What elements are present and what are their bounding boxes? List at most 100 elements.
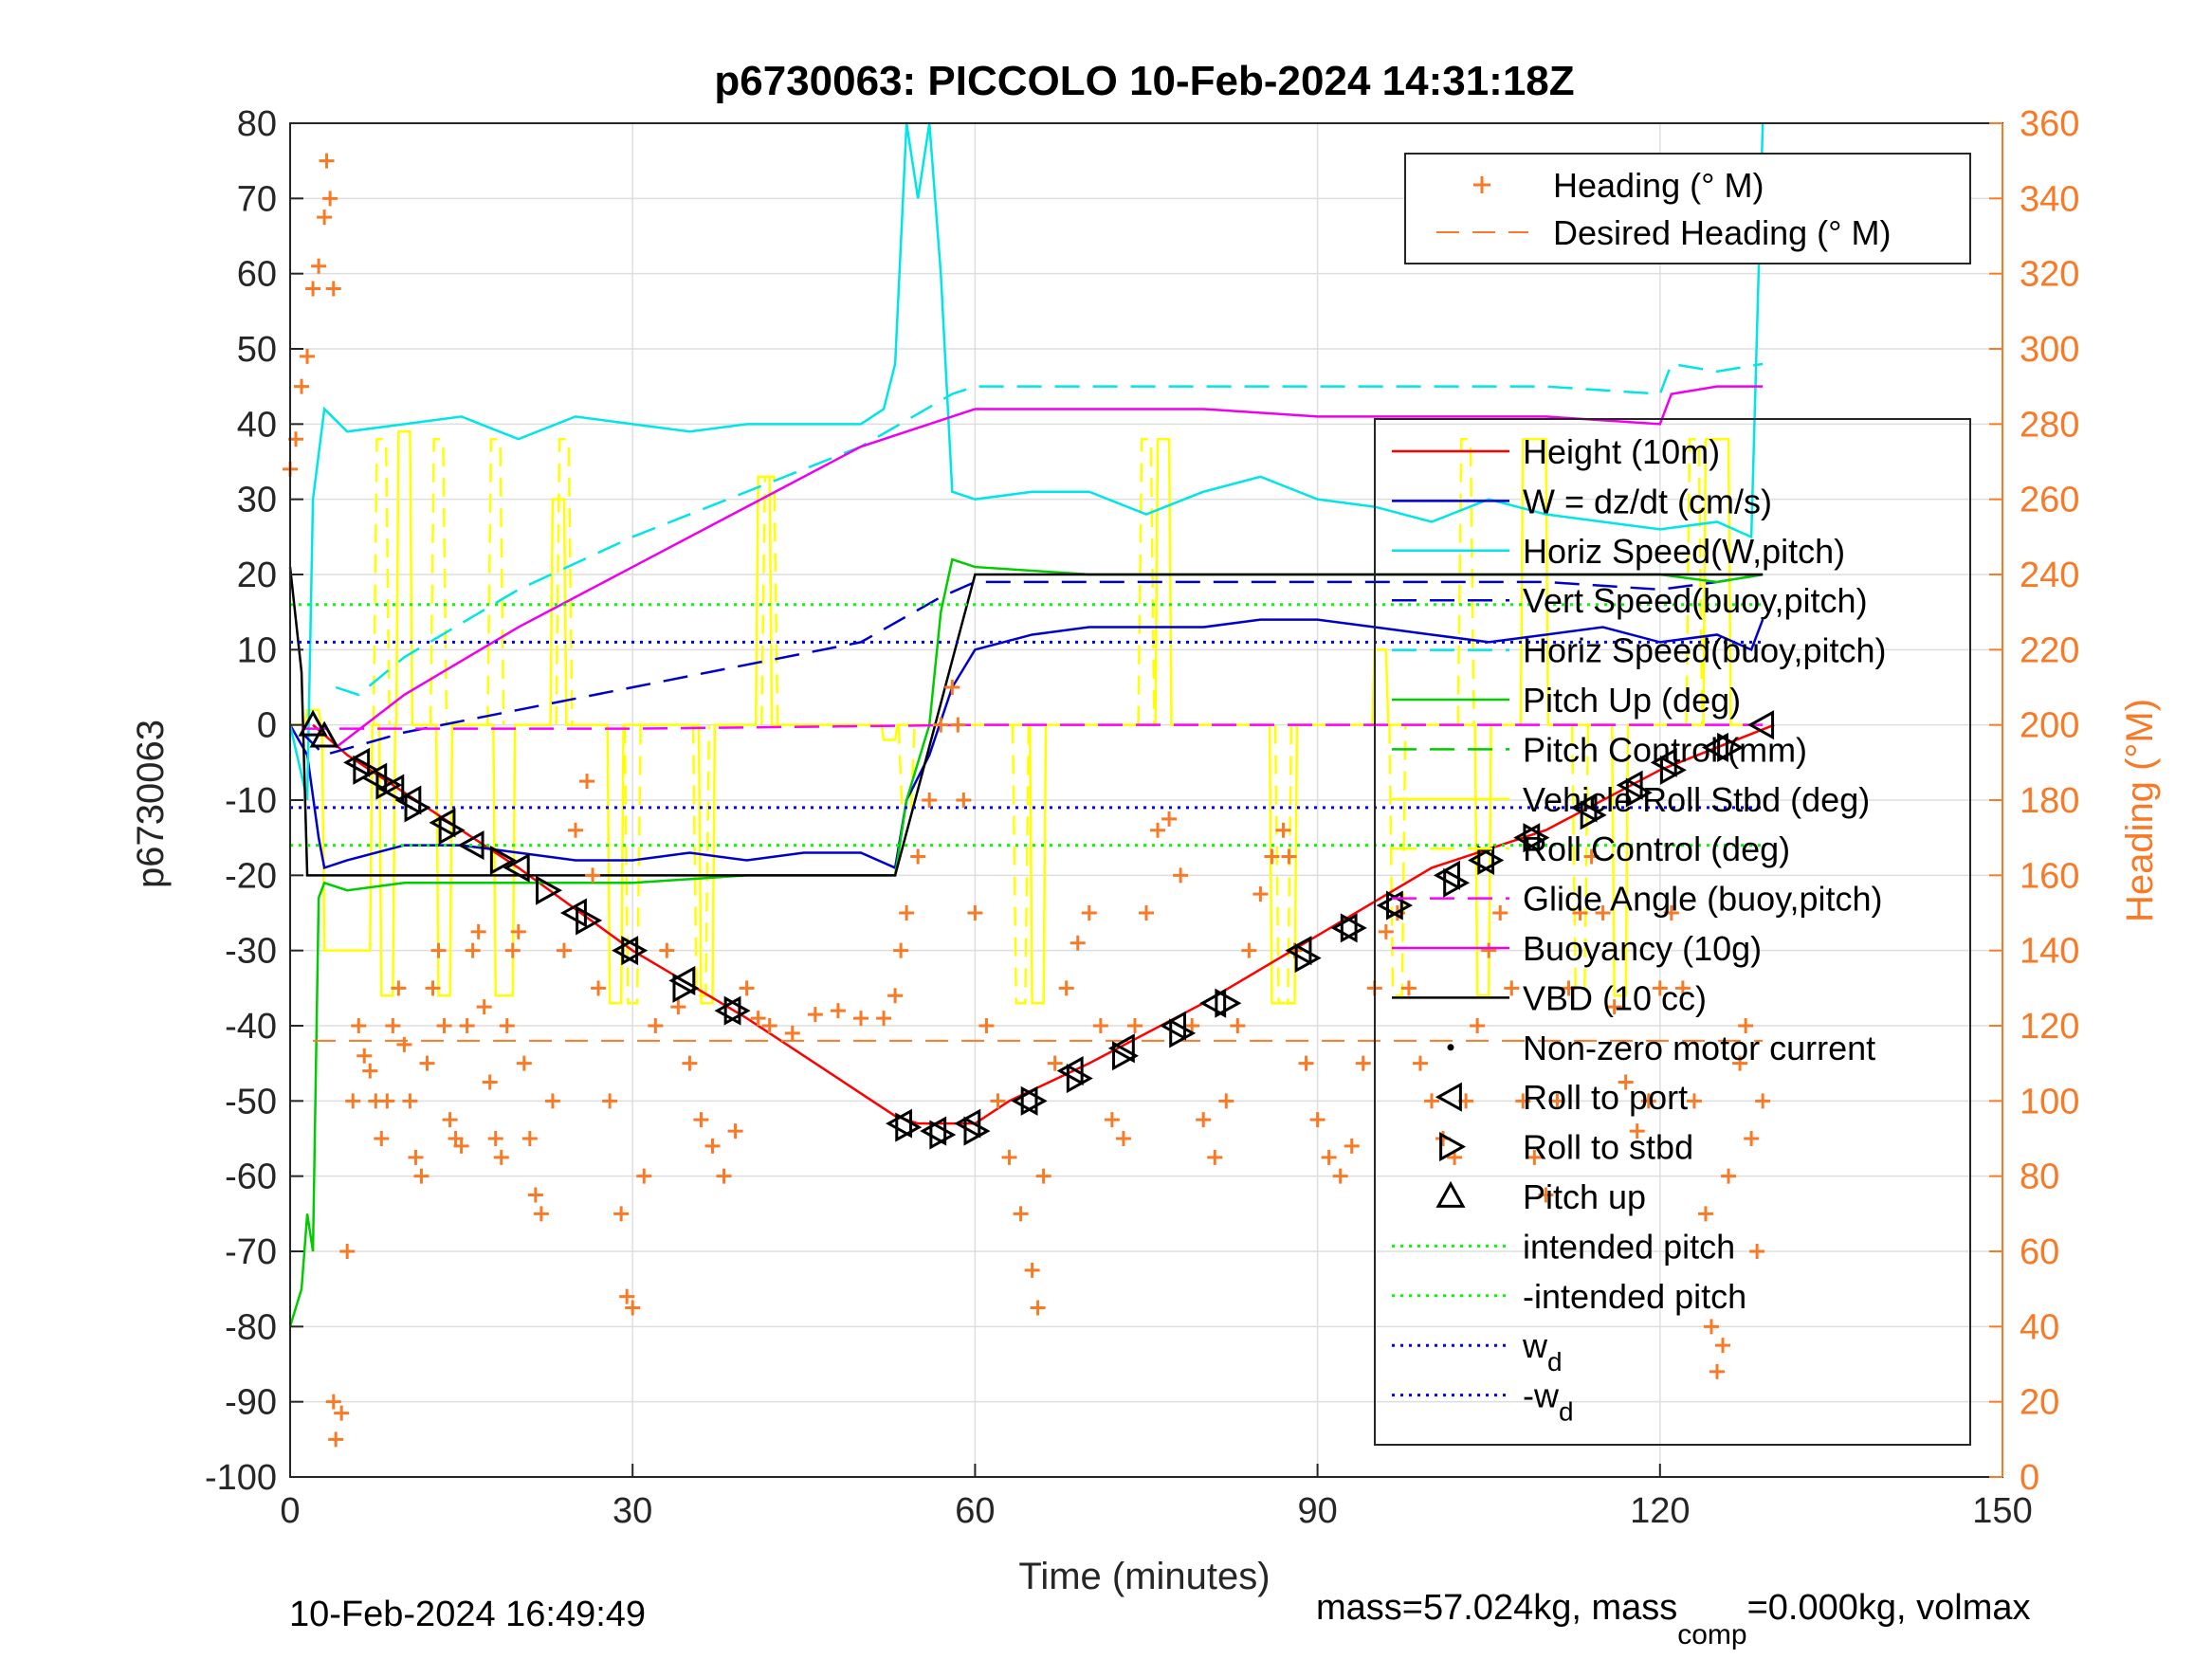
heading-marker xyxy=(1001,1149,1017,1165)
legend-roll-port-icon xyxy=(1435,1082,1462,1112)
heading-marker xyxy=(391,980,407,996)
y2-tick-label: 280 xyxy=(2020,405,2079,445)
heading-marker xyxy=(1281,848,1297,865)
heading-marker xyxy=(470,923,486,939)
heading-marker xyxy=(1572,905,1588,921)
heading-marker xyxy=(1640,1093,1656,1109)
roll-control-pulse xyxy=(372,437,391,725)
heading-marker xyxy=(807,1007,823,1023)
roll-to-stbd-marker xyxy=(1523,823,1550,853)
roll-control-pulse xyxy=(1388,724,1407,997)
heading-marker xyxy=(453,1138,469,1154)
y2-tick-label: 120 xyxy=(2020,1007,2079,1047)
heading-marker xyxy=(619,1288,635,1304)
roll-to-port-marker xyxy=(668,965,696,995)
roll-to-stbd-marker xyxy=(895,1112,923,1142)
pitch-up-marker xyxy=(309,720,339,748)
roll-to-stbd-marker xyxy=(438,815,466,846)
main-legend: Height (10m) W = dz/dt (cm/s) Horiz Speed(… xyxy=(1374,418,1971,1446)
roll-control-pulse xyxy=(429,437,448,725)
heading-marker xyxy=(1652,980,1668,996)
roll-control-pulse xyxy=(897,724,916,810)
roll-to-stbd-marker xyxy=(489,845,517,876)
heading-marker xyxy=(704,1138,721,1154)
y2-tick-label: 40 xyxy=(2020,1307,2059,1347)
heading-marker xyxy=(1755,1093,1771,1109)
heading-marker xyxy=(978,1018,995,1033)
heading-marker xyxy=(385,1018,401,1033)
heading-marker xyxy=(425,980,441,996)
legend-pitch-up-icon xyxy=(1435,1180,1466,1208)
roll-to-port-marker xyxy=(429,808,456,838)
y-tick-label: -100 xyxy=(205,1458,277,1498)
heading-marker xyxy=(636,1168,652,1184)
heading-marker xyxy=(1252,886,1269,902)
series-line-buoyancy-10g xyxy=(335,385,1764,749)
x-tick-label: 120 xyxy=(1630,1491,1690,1531)
legend-label: Pitch Control (mm) xyxy=(1523,730,1807,769)
heading-marker xyxy=(504,942,521,958)
heading-legend-label: Heading (° M) xyxy=(1553,166,1764,205)
heading-marker xyxy=(1275,822,1291,838)
heading-marker xyxy=(300,348,316,364)
roll-to-stbd-marker xyxy=(929,1120,957,1150)
pitch-up-marker xyxy=(298,709,328,737)
legend-label: Roll to stbd xyxy=(1523,1128,1693,1167)
heading-marker xyxy=(1092,1018,1108,1033)
y2-tick-label: 220 xyxy=(2020,630,2079,670)
roll-to-port-marker xyxy=(1701,732,1728,763)
y2-tick-label: 80 xyxy=(2020,1158,2059,1197)
y-tick-label: 80 xyxy=(237,104,277,144)
legend-label: Roll to port xyxy=(1523,1078,1688,1117)
y-tick-label: 10 xyxy=(237,630,277,670)
heading-marker xyxy=(1332,1168,1348,1184)
heading-marker xyxy=(408,1149,424,1165)
roll-to-port-marker xyxy=(714,995,741,1026)
heading-marker xyxy=(739,980,755,996)
roll-to-stbd-marker xyxy=(1659,755,1687,785)
roll-to-stbd-marker xyxy=(1215,988,1242,1018)
heading-marker xyxy=(442,1112,458,1128)
y-tick-label: 40 xyxy=(237,405,277,445)
heading-marker xyxy=(910,848,926,865)
heading-marker xyxy=(727,1123,743,1139)
heading-marker xyxy=(556,942,572,958)
x-tick-label: 30 xyxy=(612,1491,652,1531)
heading-marker xyxy=(1697,1206,1713,1222)
series-line-horiz-speed-buoy-pitch xyxy=(335,362,1764,697)
roll-to-stbd-marker xyxy=(404,793,431,823)
roll-to-port-marker xyxy=(394,785,422,815)
heading-marker xyxy=(1709,1363,1725,1379)
heading-marker xyxy=(305,281,321,297)
roll-to-stbd-marker xyxy=(1294,943,1322,974)
y-tick-label: -60 xyxy=(225,1158,277,1197)
roll-to-stbd-marker xyxy=(1580,800,1607,830)
roll-to-port-marker xyxy=(343,747,371,777)
roll-to-port-marker xyxy=(1107,1033,1135,1064)
heading-marker xyxy=(967,905,983,921)
heading-marker xyxy=(899,905,915,921)
heading-marker xyxy=(499,1018,515,1033)
heading-marker xyxy=(1549,1093,1565,1109)
heading-marker xyxy=(527,1187,543,1203)
roll-to-stbd-marker xyxy=(353,755,380,785)
roll-to-port-marker xyxy=(1433,860,1460,890)
heading-marker xyxy=(1241,942,1257,958)
heading-marker xyxy=(893,942,909,958)
heading-marker xyxy=(1081,905,1097,921)
y2-tick-label: 20 xyxy=(2020,1383,2059,1423)
heading-marker xyxy=(1629,1123,1645,1139)
heading-legend-marker xyxy=(1473,176,1490,193)
roll-control-pulse xyxy=(486,437,505,725)
heading-marker xyxy=(1400,980,1417,996)
heading-marker xyxy=(1738,1018,1754,1033)
y2-tick-label: 180 xyxy=(2020,781,2079,821)
y-tick-label: -80 xyxy=(225,1307,277,1347)
legend-label: Roll Control (deg) xyxy=(1523,830,1790,868)
y-tick-label: 60 xyxy=(237,255,277,295)
heading-marker xyxy=(1013,1206,1029,1222)
roll-control-pulse xyxy=(1685,437,1704,725)
heading-marker xyxy=(339,1244,356,1259)
heading-marker xyxy=(1618,1074,1634,1090)
